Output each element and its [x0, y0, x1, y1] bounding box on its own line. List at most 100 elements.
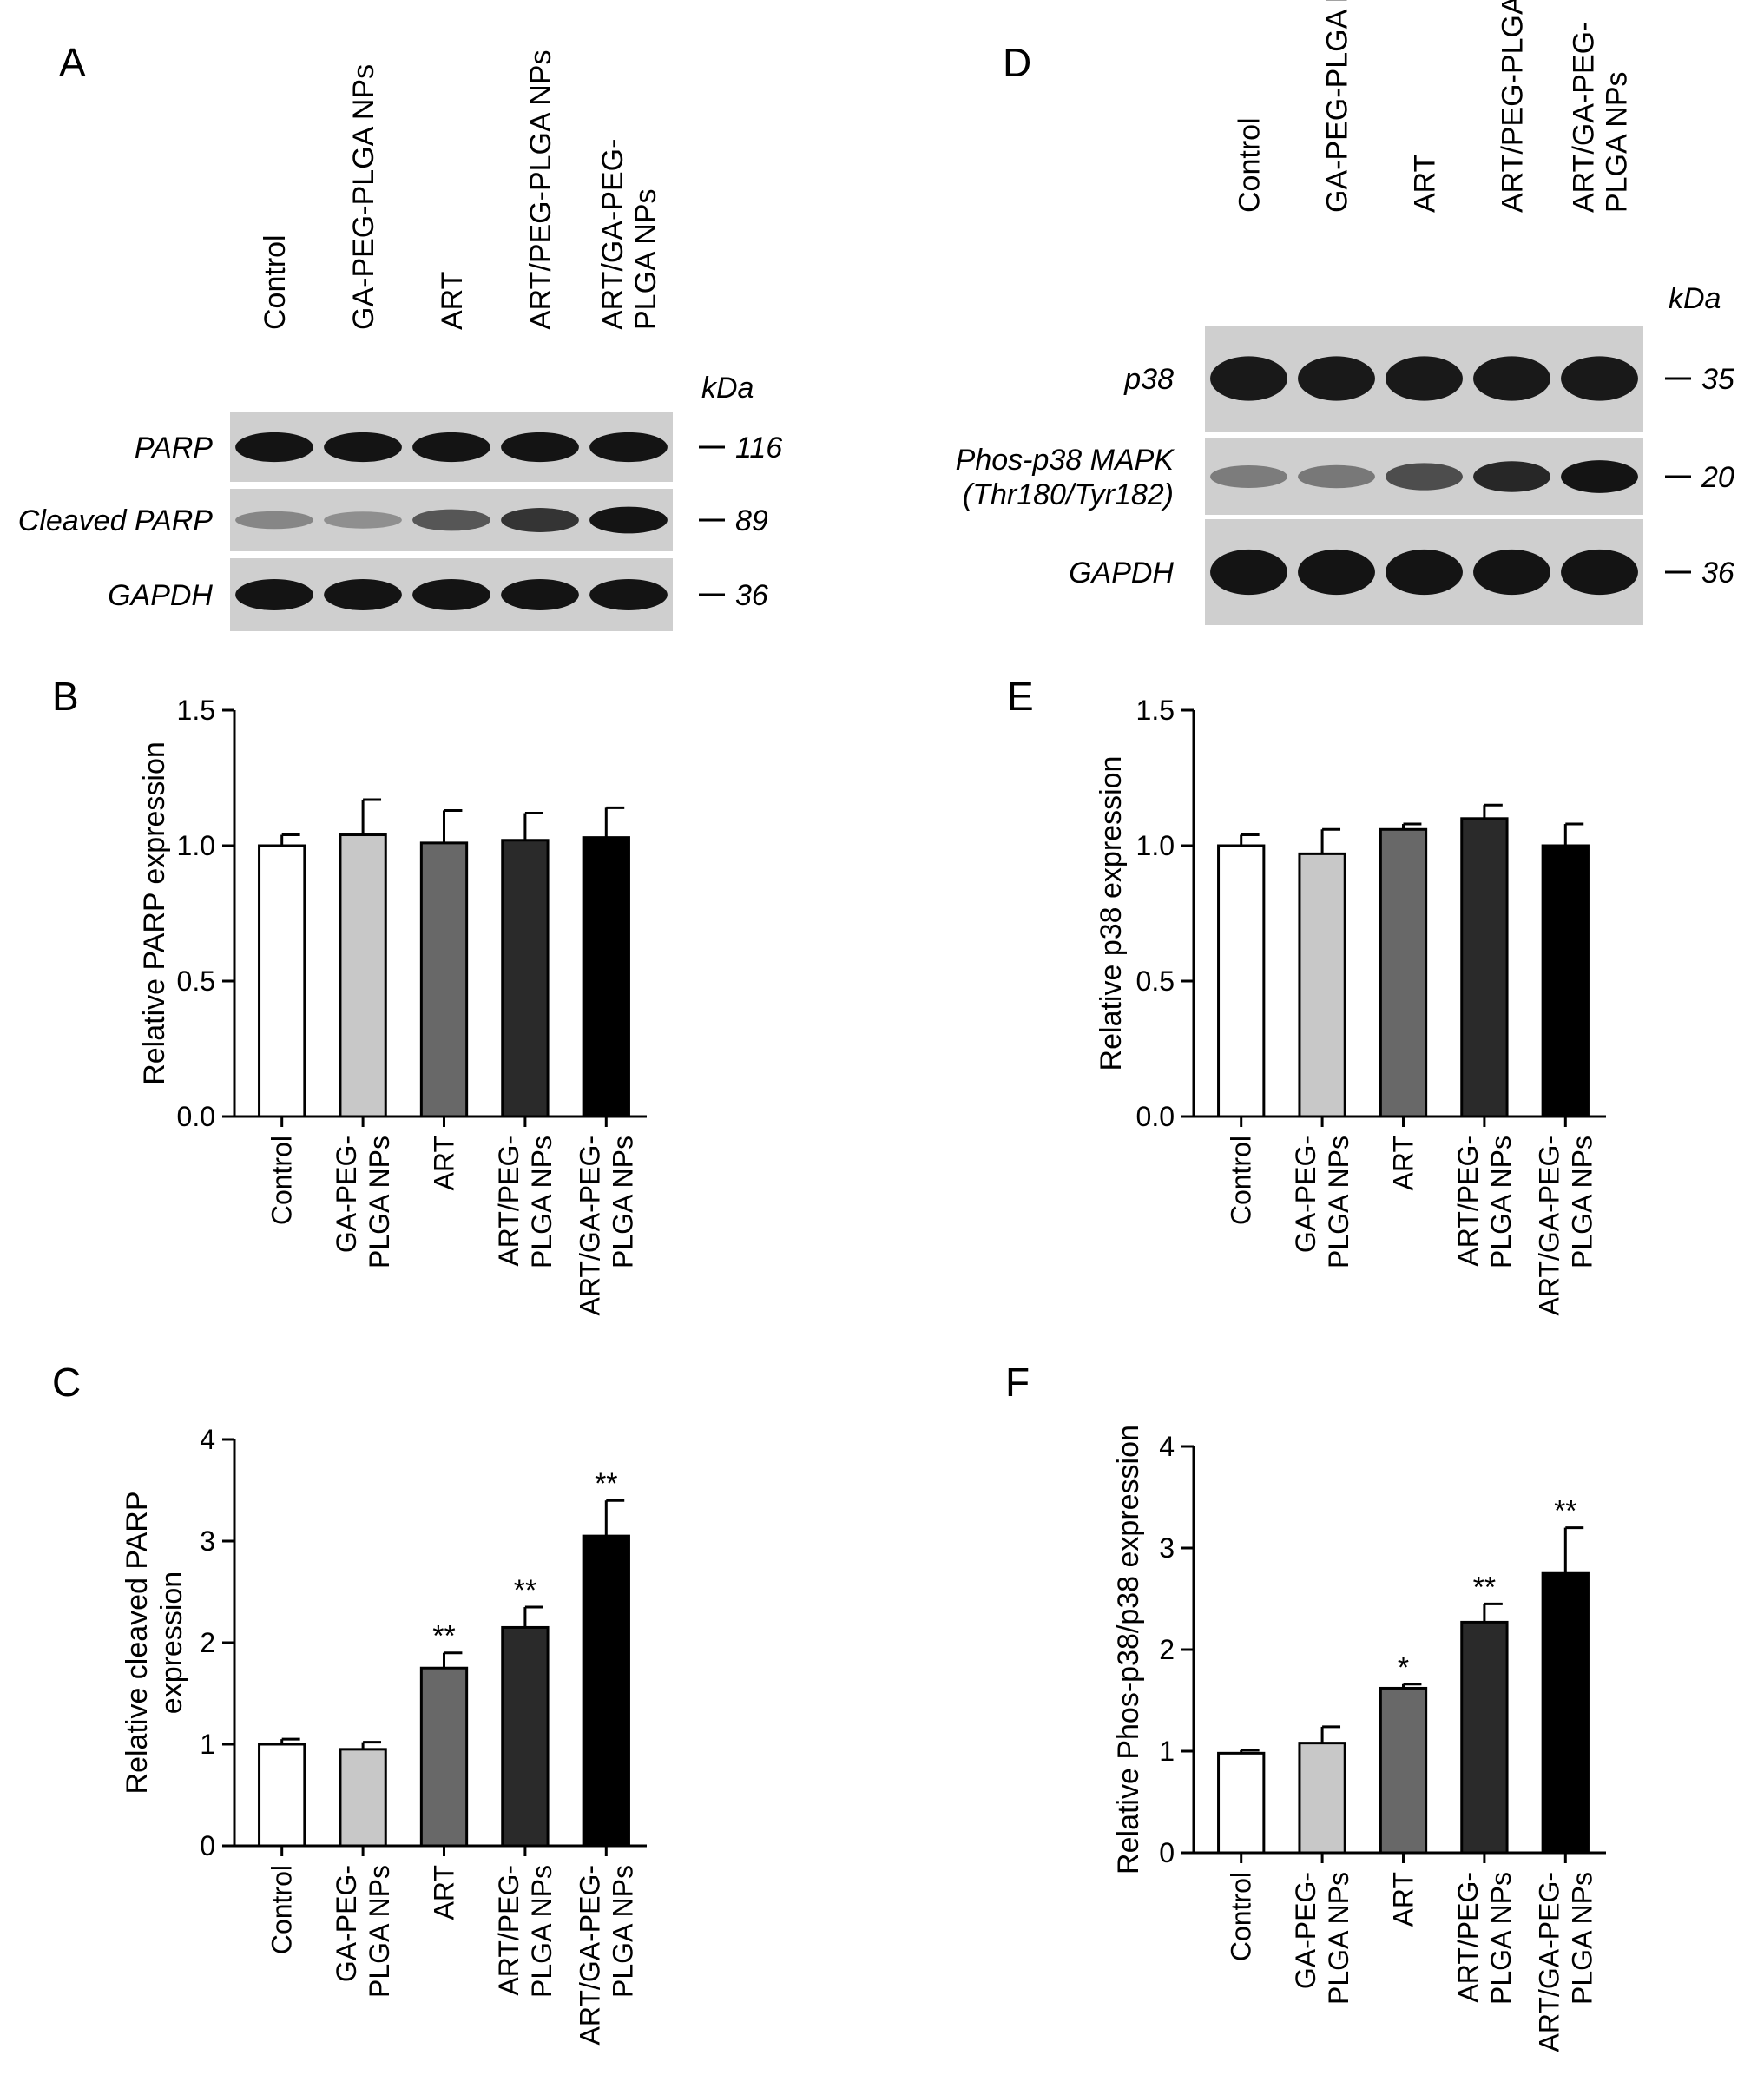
bar-chart-e: 0.0 0.5 1.0 1.5 Relative p38 expression Contr… — [1095, 695, 1606, 1315]
y-tick-label: 1 — [1159, 1736, 1175, 1767]
blot-band — [501, 579, 579, 610]
x-category-label-line: Control — [267, 1136, 298, 1225]
y-tick-label: 4 — [1159, 1431, 1175, 1462]
x-category-label-line: ART — [1388, 1136, 1419, 1190]
lane-label-line: PLGA NPs — [629, 188, 662, 330]
x-category-label-line: PLGA NPs — [1485, 1136, 1517, 1268]
lane-label-line: ART/GA-PEG- — [1568, 22, 1601, 213]
blot-row-label-line: Phos-p38 MAPK — [956, 444, 1175, 477]
x-category-label-art: ART — [429, 1136, 460, 1190]
x-category-label-line: PLGA NPs — [1323, 1136, 1354, 1268]
x-category-label-line: ART — [429, 1865, 460, 1920]
x-category-label-line: Control — [267, 1865, 298, 1954]
blot-band — [1561, 356, 1638, 401]
x-category-label-line: PLGA NPs — [1566, 1872, 1597, 2005]
lane-label-art-peg-plga-nps: ART/PEG-PLGA NPs — [1497, 0, 1530, 213]
panel-letter-c: C — [52, 1360, 81, 1405]
blot-band — [412, 432, 490, 463]
blot-band — [324, 432, 402, 463]
x-category-label-line: ART/PEG- — [1452, 1872, 1484, 2003]
panel-letter-d: D — [1003, 40, 1031, 85]
significance-marker-art-peg-plga-nps: ** — [1473, 1571, 1496, 1604]
lane-label-art-ga-peg-plga-nps: ART/GA-PEG-PLGA NPs — [596, 139, 662, 330]
blot-row-label-cleaved-parp: Cleaved PARP — [18, 504, 214, 537]
blot-row-label-line: p38 — [1123, 363, 1174, 396]
x-category-label-line: Control — [1226, 1872, 1257, 1961]
blot-band — [324, 511, 402, 529]
x-category-label-line: GA-PEG- — [331, 1136, 362, 1253]
blot-band — [1210, 549, 1287, 596]
blot-row-label-line: Cleaved PARP — [18, 504, 214, 537]
x-category-label-line: PLGA NPs — [526, 1865, 557, 1998]
blot-band — [235, 579, 313, 610]
bar-ga-peg-plga-nps — [1298, 1742, 1346, 1855]
bar-ga-peg-plga-nps — [1298, 852, 1346, 1118]
lane-label-line: ART — [436, 272, 469, 330]
bar-control — [1217, 844, 1266, 1118]
blot-row-label-phos-p38-mapk-thr180-tyr182: Phos-p38 MAPK (Thr180/Tyr182) — [956, 444, 1175, 511]
x-category-label-art-peg-plga-nps: ART/PEG-PLGA NPs — [1452, 1136, 1517, 1268]
x-category-label-control: Control — [267, 1136, 298, 1225]
y-tick-label: 0.5 — [1136, 965, 1175, 997]
x-category-label-line: ART — [1388, 1872, 1419, 1927]
panel-letter-f: F — [1005, 1360, 1030, 1405]
blot-band — [589, 579, 668, 610]
lane-label-art: ART — [436, 272, 469, 330]
x-category-label-ga-peg-plga-nps: GA-PEG-PLGA NPs — [1290, 1872, 1354, 2005]
x-category-label-art: ART — [1388, 1872, 1419, 1927]
blot-band — [1210, 356, 1287, 401]
blot-band — [1386, 463, 1463, 491]
lane-label-line: GA-PEG-PLGA NPs — [347, 64, 380, 330]
bar-control — [258, 844, 306, 1118]
blot-row-label-p38: p38 — [1123, 363, 1174, 396]
lane-label-ga-peg-plga-nps: GA-PEG-PLGA NPs — [347, 64, 380, 330]
y-axis-label: Relative Phos-p38/p38 expression — [1112, 1425, 1145, 1874]
y-axis-label-line: Relative p38 expression — [1095, 756, 1128, 1071]
bar-art — [419, 1666, 469, 1848]
x-category-label-control: Control — [1226, 1872, 1257, 1961]
y-axis-label-line: Relative Phos-p38/p38 expression — [1112, 1425, 1145, 1874]
blot-row-label-gapdh: GAPDH — [108, 579, 213, 612]
x-category-label-art-peg-plga-nps: ART/PEG-PLGA NPs — [1452, 1872, 1517, 2005]
x-category-label-art-ga-peg-plga-nps: ART/GA-PEG-PLGA NPs — [574, 1865, 638, 2045]
blot-row-label-line: GAPDH — [108, 579, 213, 612]
bar-art-ga-peg-plga-nps — [582, 1534, 630, 1848]
bar-art — [1379, 827, 1428, 1118]
x-category-label-line: ART/PEG- — [1452, 1136, 1484, 1267]
lane-label-line: ART — [1409, 155, 1442, 213]
y-tick-label: 1.5 — [177, 695, 215, 726]
bar-art-ga-peg-plga-nps — [1541, 1571, 1590, 1855]
kda-unit-label: kDa — [1669, 282, 1721, 315]
significance-marker-art: ** — [432, 1620, 455, 1653]
x-category-label-line: GA-PEG- — [331, 1865, 362, 1982]
kda-unit-label: kDa — [701, 372, 754, 405]
x-category-label-art-peg-plga-nps: ART/PEG-PLGA NPs — [493, 1865, 557, 1998]
x-category-label-line: PLGA NPs — [1566, 1136, 1597, 1268]
x-category-label-ga-peg-plga-nps: GA-PEG-PLGA NPs — [331, 1865, 395, 1998]
western-blot-d: Control GA-PEG-PLGA NPs ART ART/PEG-PLGA NP… — [956, 0, 1734, 625]
x-category-label-line: ART/GA-PEG- — [574, 1136, 605, 1315]
lane-label-line: GA-PEG-PLGA NPs — [1321, 0, 1354, 213]
blot-band — [589, 432, 668, 463]
significance-marker-art-peg-plga-nps: ** — [514, 1574, 536, 1607]
lane-label-art-peg-plga-nps: ART/PEG-PLGA NPs — [524, 50, 557, 330]
lane-label-control: Control — [259, 234, 292, 330]
y-axis-label: Relative p38 expression — [1095, 756, 1128, 1071]
lane-label-line: ART/GA-PEG- — [596, 139, 629, 330]
y-axis-label-line: expression — [155, 1571, 188, 1714]
blot-band — [1561, 549, 1638, 596]
blot-band — [589, 506, 668, 534]
blot-band — [1210, 464, 1287, 489]
lane-label-art-ga-peg-plga-nps: ART/GA-PEG-PLGA NPs — [1568, 22, 1634, 213]
significance-marker-art: * — [1398, 1651, 1409, 1684]
x-category-label-ga-peg-plga-nps: GA-PEG-PLGA NPs — [1290, 1136, 1354, 1268]
blot-row-label-gapdh: GAPDH — [1069, 557, 1174, 590]
blot-band — [1561, 460, 1638, 493]
x-category-label-line: PLGA NPs — [526, 1136, 557, 1268]
x-category-label-art-ga-peg-plga-nps: ART/GA-PEG-PLGA NPs — [1533, 1136, 1597, 1315]
y-tick-label: 3 — [1159, 1532, 1175, 1564]
y-tick-label: 0 — [200, 1830, 215, 1861]
significance-marker-art-ga-peg-plga-nps: ** — [595, 1467, 617, 1500]
